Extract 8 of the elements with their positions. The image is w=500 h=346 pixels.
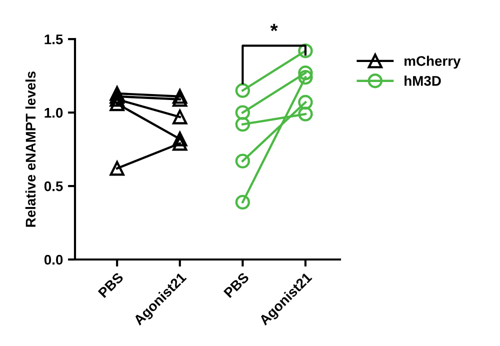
text: * <box>270 24 278 32</box>
y-tick-label: 0.5 <box>44 181 63 192</box>
y-tick-label: 1.5 <box>44 34 63 44</box>
legend-label: hM3D <box>404 76 441 86</box>
y-axis-title: Relative eNAMPT levels <box>25 72 36 227</box>
y-tick-label: 1.0 <box>44 108 63 118</box>
legend-label: mCherry <box>404 56 461 69</box>
y-tick-label: 0.0 <box>44 254 63 265</box>
